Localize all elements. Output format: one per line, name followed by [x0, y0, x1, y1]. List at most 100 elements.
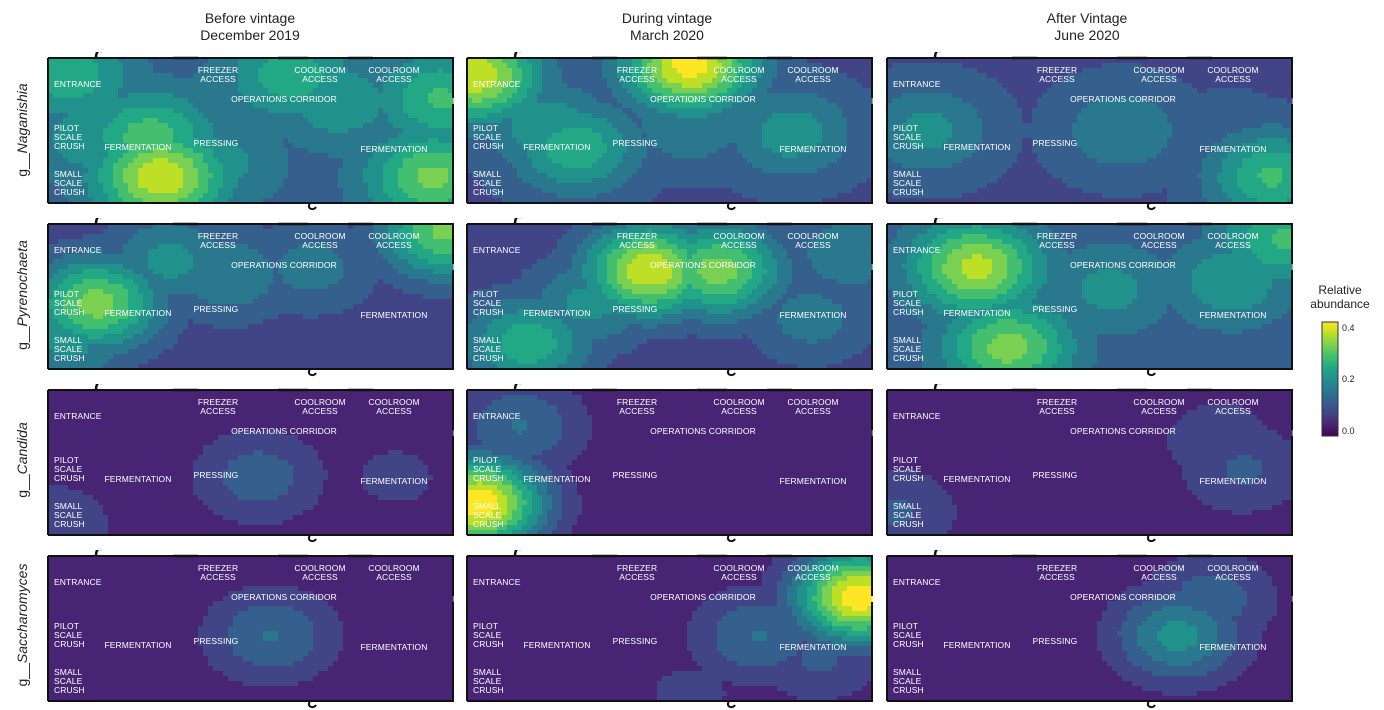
heatmap-cell [842, 118, 848, 124]
heatmap-cell [617, 153, 623, 159]
heatmap-cell [213, 98, 219, 104]
heatmap-cell [722, 173, 728, 179]
heatmap-cell [512, 103, 518, 109]
heatmap-cell [163, 188, 169, 194]
heatmap-cell [837, 123, 843, 129]
heatmap-cell [338, 168, 344, 174]
heatmap-cell [752, 193, 758, 199]
heatmap-cell [652, 128, 658, 134]
column-title-during: During vintage March 2020 [517, 10, 817, 44]
heatmap-cell [547, 98, 553, 104]
heatmap-cell [542, 103, 548, 109]
heatmap-cell [213, 168, 219, 174]
heatmap-cell [438, 118, 444, 124]
heatmap-cell [792, 133, 798, 139]
heatmap-cell [408, 183, 414, 189]
heatmap-cell [592, 163, 598, 169]
heatmap-cell [967, 63, 973, 69]
heatmap-cell [103, 153, 109, 159]
heatmap-cell [627, 168, 633, 174]
heatmap-cell [662, 113, 668, 119]
heatmap-cell [527, 103, 533, 109]
heatmap-cell [522, 93, 528, 99]
heatmap-cell [787, 173, 793, 179]
heatmap-cell [737, 173, 743, 179]
heatmap-cell [602, 128, 608, 134]
heatmap-cell [358, 123, 364, 129]
heatmap-cell [677, 158, 683, 164]
heatmap-cell [358, 98, 364, 104]
heatmap-cell [318, 143, 324, 149]
heatmap-cell [527, 193, 533, 199]
heatmap-cell [927, 63, 933, 69]
heatmap-cell [572, 118, 578, 124]
heatmap-cell [223, 128, 229, 134]
heatmap-cell [617, 173, 623, 179]
heatmap-cell [587, 108, 593, 114]
heatmap-cell [198, 103, 204, 109]
heatmap-cell [637, 118, 643, 124]
column-title-line1: During vintage [517, 10, 817, 27]
heatmap-cell [278, 123, 284, 129]
heatmap-cell [557, 133, 563, 139]
heatmap-cell [587, 133, 593, 139]
heatmap-cell [857, 173, 863, 179]
row-label-prefix: g__ [14, 663, 30, 686]
heatmap-cell [403, 138, 409, 144]
heatmap-cell [388, 188, 394, 194]
heatmap-cell [667, 178, 673, 184]
heatmap-cell [777, 163, 783, 169]
heatmap-cell [677, 193, 683, 199]
heatmap-cell [173, 118, 179, 124]
heatmap-cell [133, 78, 139, 84]
heatmap-cell [288, 163, 294, 169]
heatmap-cell [353, 138, 359, 144]
heatmap-cell [368, 173, 374, 179]
heatmap-cell [398, 183, 404, 189]
heatmap-cell [383, 178, 389, 184]
heatmap-cell [373, 163, 379, 169]
heatmap-cell [517, 188, 523, 194]
heatmap-cell [173, 88, 179, 94]
heatmap-cell [772, 88, 778, 94]
heatmap-cell [198, 128, 204, 134]
heatmap-cell [238, 158, 244, 164]
heatmap-cell [542, 193, 548, 199]
heatmap-cell [907, 73, 913, 79]
heatmap-cell [353, 123, 359, 129]
heatmap-cell [148, 168, 154, 174]
heatmap-cell [632, 163, 638, 169]
heatmap-cell [423, 193, 429, 199]
heatmap-cell [677, 153, 683, 159]
heatmap-cell [233, 88, 239, 94]
heatmap-cell [777, 123, 783, 129]
heatmap-cell [507, 93, 513, 99]
heatmap-cell [687, 163, 693, 169]
heatmap-cell [143, 83, 149, 89]
heatmap-cell [837, 178, 843, 184]
heatmap-cell [812, 88, 818, 94]
heatmap-cell [433, 178, 439, 184]
heatmap-cell [418, 193, 424, 199]
heatmap-cell [348, 183, 354, 189]
heatmap-cell [642, 158, 648, 164]
heatmap-cell [682, 178, 688, 184]
heatmap-cell [602, 108, 608, 114]
heatmap-cell [697, 168, 703, 174]
heatmap-cell [303, 123, 309, 129]
heatmap-cell [298, 153, 304, 159]
heatmap-cell [398, 163, 404, 169]
heatmap-cell [562, 188, 568, 194]
heatmap-cell [138, 128, 144, 134]
heatmap-cell [223, 163, 229, 169]
heatmap-cell [138, 123, 144, 129]
heatmap-cell [388, 123, 394, 129]
heatmap-cell [98, 168, 104, 174]
heatmap-cell [542, 123, 548, 129]
row-label-prefix: g__ [14, 327, 30, 350]
heatmap-cell [428, 128, 434, 134]
heatmap-cell [782, 193, 788, 199]
heatmap-cell [807, 113, 813, 119]
heatmap-cell [413, 98, 419, 104]
heatmap-cell [662, 133, 668, 139]
